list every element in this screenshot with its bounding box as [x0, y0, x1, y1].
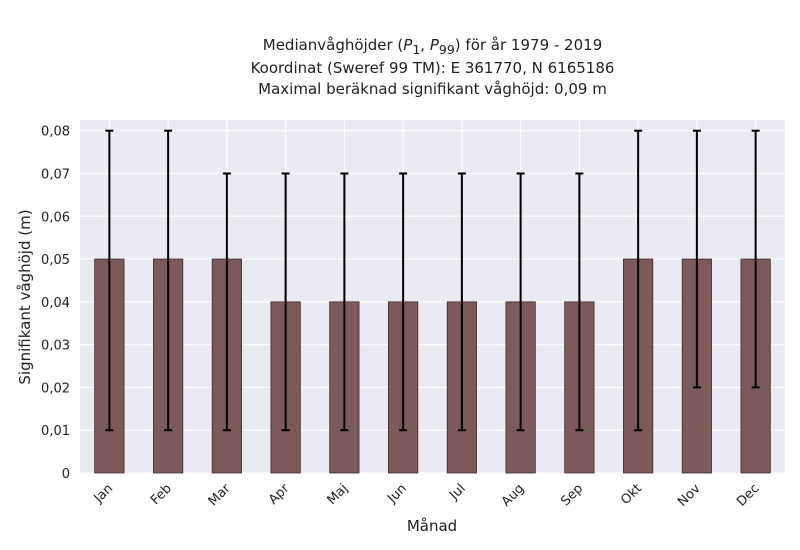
plot-background [80, 120, 785, 473]
x-tick-label: Maj [324, 481, 351, 508]
y-tick-label: 0,02 [41, 381, 70, 396]
title-p99-subscript: 99 [438, 42, 455, 57]
x-tick-label: Aug [499, 481, 528, 510]
x-tick-label: Sep [558, 481, 586, 509]
bars-layer [94, 258, 771, 474]
x-tick-label: Jun [384, 481, 410, 507]
x-tick-label: Jul [446, 481, 468, 503]
title-suffix: ) för år 1979 - 2019 [454, 36, 603, 54]
y-tick-label: 0,08 [41, 125, 70, 140]
x-tick-label: Apr [266, 481, 293, 508]
error-bars-layer [105, 129, 760, 432]
chart-title-line-1: Medianvåghöjder (P1, P99) för år 1979 - … [80, 36, 785, 57]
x-tick-labels: Jan Feb Mar Apr Maj Jun Jul Aug Sep Okt Nov Dec [91, 481, 763, 510]
y-tick-label: 0,04 [41, 296, 70, 311]
title-p1-subscript: 1 [412, 42, 421, 57]
y-tick-label: 0 [62, 467, 70, 482]
y-tick-label: 0,07 [41, 167, 70, 182]
y-tick-label: 0,03 [41, 339, 70, 354]
y-tick-label: 0,06 [41, 210, 70, 225]
y-axis-label: Signifikant våghöjd (m) [16, 209, 34, 384]
y-tick-labels: 0 0,01 0,02 0,03 0,04 0,05 0,06 0,07 0,08 [41, 125, 70, 482]
title-prefix: Medianvåghöjder ( [262, 36, 404, 54]
chart-title-line-3: Maximal beräknad signifikant våghöjd: 0,… [258, 80, 607, 98]
x-tick-label: Jan [91, 481, 116, 506]
x-tick-label: Mar [206, 481, 234, 509]
y-tick-label: 0,01 [41, 424, 70, 439]
x-tick-label: Nov [675, 481, 704, 510]
x-tick-label: Feb [148, 481, 175, 508]
title-p1-symbol: P [403, 36, 413, 54]
title-comma: , [420, 36, 430, 54]
x-tick-label: Dec [734, 481, 762, 509]
x-axis-label: Månad [407, 517, 457, 535]
x-tick-label: Okt [618, 481, 645, 508]
title-p99-symbol: P [429, 36, 439, 54]
chart-title-line-2: Koordinat (Sweref 99 TM): E 361770, N 61… [250, 59, 615, 77]
y-tick-label: 0,05 [41, 253, 70, 268]
